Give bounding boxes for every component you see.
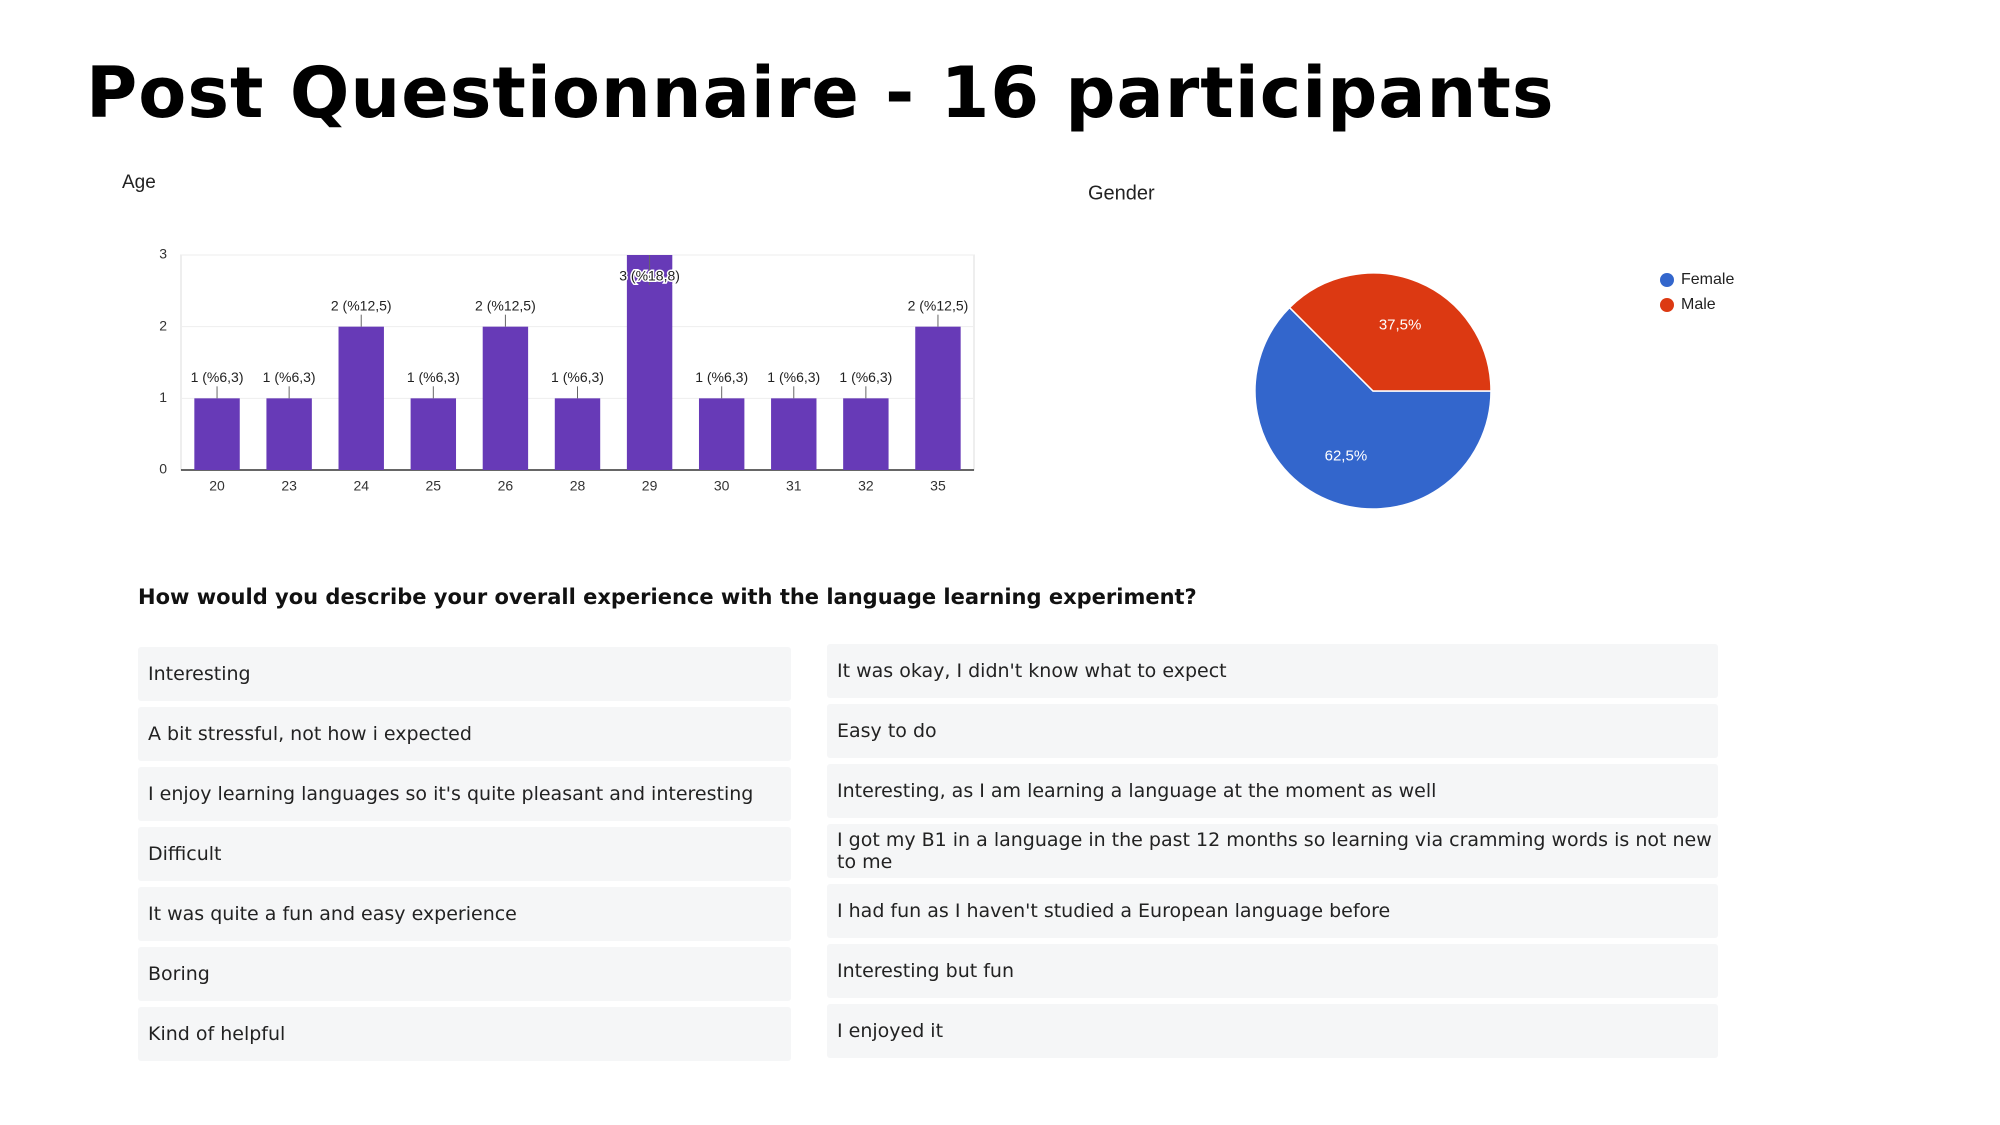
response: Kind of helpful bbox=[138, 1007, 791, 1061]
legend-label: Male bbox=[1681, 296, 1716, 313]
value-label: 62,5% bbox=[1325, 447, 1368, 464]
response: I had fun as I haven't studied a Europea… bbox=[827, 884, 1718, 938]
slide-title: Post Questionnaire - 16 participants bbox=[86, 52, 1555, 134]
x-tick-label: 24 bbox=[353, 478, 369, 494]
response: Easy to do bbox=[827, 704, 1718, 758]
x-tick-label: 26 bbox=[498, 478, 514, 494]
value-label: 1 (%6,3) bbox=[839, 369, 892, 385]
value-label: 3 (%18,8) bbox=[619, 268, 680, 284]
bar bbox=[771, 398, 817, 470]
bar bbox=[266, 398, 312, 470]
bar bbox=[410, 398, 457, 470]
bar bbox=[554, 398, 601, 470]
pie-slice bbox=[1288, 272, 1492, 392]
bar bbox=[626, 255, 673, 470]
y-tick-label: 3 bbox=[159, 246, 167, 262]
legend-swatch bbox=[1660, 298, 1674, 312]
bar bbox=[194, 398, 240, 470]
response: Interesting, as I am learning a language… bbox=[827, 764, 1718, 818]
bar bbox=[915, 326, 961, 470]
value-label: 1 (%6,3) bbox=[407, 369, 460, 385]
x-tick-label: 28 bbox=[570, 478, 586, 494]
responses-left: Interesting A bit stressful, not how i ex… bbox=[138, 647, 791, 1067]
value-label: 1 (%6,3) bbox=[263, 369, 316, 385]
value-label: 2 (%12,5) bbox=[475, 297, 536, 313]
value-label: 2 (%12,5) bbox=[908, 297, 969, 313]
response: I enjoy learning languages so it's quite… bbox=[138, 767, 791, 821]
bar bbox=[482, 326, 529, 470]
value-label: 1 (%6,3) bbox=[767, 369, 820, 385]
legend-label: Female bbox=[1681, 271, 1734, 288]
x-tick-label: 35 bbox=[930, 478, 946, 494]
response: It was okay, I didn't know what to expec… bbox=[827, 644, 1718, 698]
chart-title: Gender bbox=[1088, 182, 1155, 204]
response: I got my B1 in a language in the past 12… bbox=[827, 824, 1718, 878]
response: Difficult bbox=[138, 827, 791, 881]
response: Boring bbox=[138, 947, 791, 1001]
x-tick-label: 29 bbox=[642, 478, 658, 494]
y-tick-label: 2 bbox=[159, 317, 167, 333]
pie-slice bbox=[1254, 306, 1492, 510]
value-label: 1 (%6,3) bbox=[551, 369, 604, 385]
bar bbox=[698, 398, 745, 470]
response: Interesting but fun bbox=[827, 944, 1718, 998]
responses-right: It was okay, I didn't know what to expec… bbox=[827, 644, 1718, 1064]
response: A bit stressful, not how i expected bbox=[138, 707, 791, 761]
chart-title: Age bbox=[122, 172, 156, 193]
bar bbox=[843, 398, 889, 470]
response: Interesting bbox=[138, 647, 791, 701]
value-label: 37,5% bbox=[1379, 317, 1422, 334]
y-tick-label: 1 bbox=[159, 389, 167, 405]
question: How would you describe your overall expe… bbox=[138, 585, 1197, 609]
y-tick-label: 0 bbox=[159, 461, 167, 477]
value-label: 1 (%6,3) bbox=[695, 369, 748, 385]
response: I enjoyed it bbox=[827, 1004, 1718, 1058]
x-tick-label: 31 bbox=[786, 478, 802, 494]
legend-swatch bbox=[1660, 273, 1674, 287]
x-tick-label: 32 bbox=[858, 478, 874, 494]
value-label: 1 (%6,3) bbox=[191, 369, 244, 385]
x-tick-label: 23 bbox=[281, 478, 297, 494]
value-label: 2 (%12,5) bbox=[331, 297, 392, 313]
response: It was quite a fun and easy experience bbox=[138, 887, 791, 941]
x-tick-label: 25 bbox=[426, 478, 442, 494]
x-tick-label: 20 bbox=[209, 478, 225, 494]
bar bbox=[338, 326, 384, 470]
x-tick-label: 30 bbox=[714, 478, 730, 494]
